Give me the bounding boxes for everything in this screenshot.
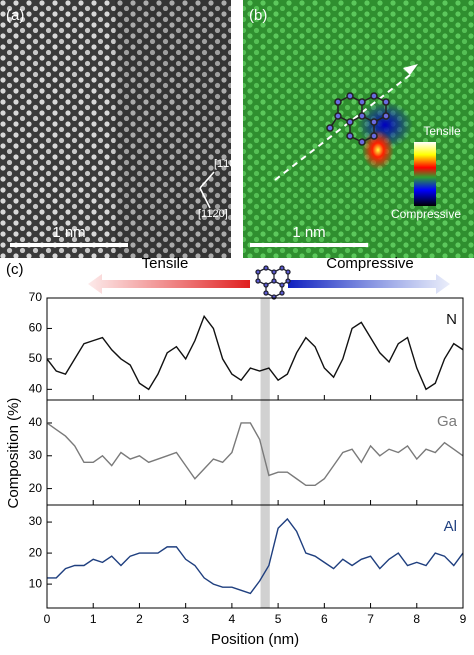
x-axis-label: Position (nm) — [211, 631, 299, 648]
x-tick-label: 8 — [413, 612, 420, 626]
y-tick-label: 40 — [29, 415, 43, 429]
y-tick-label: 50 — [29, 351, 43, 365]
series-label: Ga — [437, 413, 458, 430]
x-tick-label: 1 — [90, 612, 97, 626]
y-tick-label: 20 — [29, 545, 43, 559]
y-tick-label: 30 — [29, 514, 43, 528]
direction-label: [1̄100] — [214, 158, 245, 170]
x-tick-label: 6 — [321, 612, 328, 626]
tensile-arrow — [88, 274, 250, 294]
defect-structure — [326, 92, 390, 146]
y-tick-label: 20 — [29, 481, 43, 495]
direction-label: [112̄0] — [198, 208, 228, 220]
x-tick-label: 4 — [229, 612, 236, 626]
x-tick-label: 9 — [460, 612, 467, 626]
data-line — [47, 517, 464, 595]
colorbar-label: Compressive — [391, 207, 461, 221]
y-tick-label: 60 — [29, 321, 43, 335]
panel-label: (c) — [6, 261, 24, 278]
defect-icon — [255, 265, 291, 300]
plot-frame — [46, 399, 464, 506]
y-tick-label: 10 — [29, 576, 43, 590]
stem-image — [0, 0, 231, 258]
x-tick-label: 2 — [136, 612, 143, 626]
y-tick-label: 40 — [29, 382, 43, 396]
direction-label: Compressive — [326, 255, 414, 272]
x-tick-label: 7 — [367, 612, 374, 626]
data-line — [46, 422, 464, 487]
image-shade — [115, 0, 231, 258]
compressive-arrow — [288, 274, 450, 294]
colorbar — [414, 142, 436, 206]
scale-label: 1 nm — [292, 224, 325, 241]
colorbar-label: Tensile — [423, 124, 461, 138]
highlight-band — [260, 298, 270, 608]
data-line — [46, 314, 464, 391]
series-label: N — [446, 311, 457, 328]
panel-label: (b) — [249, 7, 267, 24]
direction-arrows — [199, 171, 215, 209]
scale-label: 1 nm — [52, 224, 85, 241]
y-tick-label: 70 — [29, 290, 43, 304]
x-tick-label: 5 — [275, 612, 282, 626]
tensile-region — [362, 130, 394, 170]
y-axis-label: Composition (%) — [5, 398, 22, 509]
series-label: Al — [444, 518, 457, 535]
arrowhead — [403, 64, 418, 75]
y-tick-label: 30 — [29, 448, 43, 462]
panel-label: (a) — [6, 7, 24, 24]
x-tick-label: 0 — [44, 612, 51, 626]
plot-frame — [46, 504, 464, 609]
direction-label: Tensile — [142, 255, 189, 272]
plot-frame — [46, 297, 464, 401]
x-tick-label: 3 — [182, 612, 189, 626]
